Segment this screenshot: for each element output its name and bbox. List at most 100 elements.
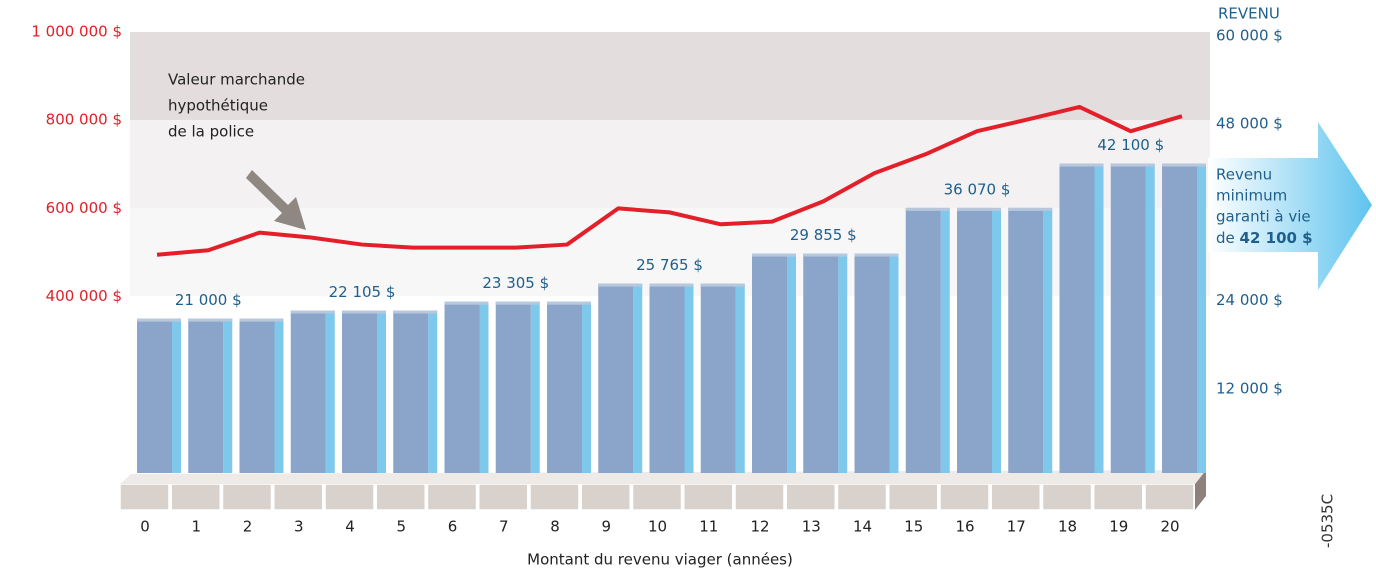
- bar-cap: [1059, 163, 1104, 167]
- x-tick-label: 16: [955, 518, 974, 536]
- bar-cap: [547, 301, 591, 305]
- data-label: 25 765 $: [636, 256, 703, 274]
- x-tick-label: 15: [904, 518, 923, 536]
- platform-block: [888, 483, 939, 511]
- platform-block: [170, 483, 221, 511]
- bar-side: [838, 253, 848, 473]
- callout-text: minimum: [1216, 187, 1287, 205]
- bar-side: [735, 283, 745, 473]
- bar: [1008, 207, 1044, 473]
- bar: [700, 283, 736, 473]
- bar-side: [633, 283, 643, 473]
- data-label: 22 105 $: [329, 283, 396, 301]
- bar: [547, 301, 582, 473]
- annotation: de la police: [168, 123, 254, 141]
- bar-side: [377, 310, 386, 473]
- x-tick-label: 13: [802, 518, 821, 536]
- platform-block: [529, 483, 580, 511]
- data-label: 21 000 $: [175, 291, 242, 309]
- x-tick-label: 11: [699, 518, 718, 536]
- platform-block: [836, 483, 888, 511]
- bar-cap: [188, 318, 233, 322]
- platform-block: [1041, 483, 1093, 511]
- bar: [1110, 163, 1146, 473]
- bar: [854, 253, 890, 473]
- plot: 400 000 $600 000 $800 000 $1 000 000 $12…: [31, 23, 1282, 536]
- y2-tick-label: 60 000 $: [1216, 27, 1283, 45]
- x-tick-label: 19: [1109, 518, 1128, 536]
- platform-block: [785, 483, 836, 511]
- bar-side: [530, 301, 540, 473]
- bar-cap: [700, 283, 745, 287]
- x-tick-label: 2: [243, 518, 253, 536]
- x-tick-label: 10: [648, 518, 667, 536]
- bar-side: [1197, 163, 1206, 473]
- data-label: 29 855 $: [790, 226, 857, 244]
- platform-block: [580, 483, 631, 511]
- x-tick-label: 8: [550, 518, 560, 536]
- figure-code: -0535C: [1319, 494, 1337, 548]
- bar: [342, 310, 377, 473]
- bar-cap: [957, 207, 1001, 211]
- bar: [803, 253, 839, 473]
- bar-cap: [1162, 163, 1206, 167]
- platform-side: [1195, 470, 1206, 510]
- bar-side: [582, 301, 591, 473]
- callout-bold: 42 100 $: [1240, 229, 1313, 247]
- platform-block: [273, 483, 324, 511]
- bar-side: [940, 207, 950, 473]
- bar: [1059, 163, 1095, 473]
- bar: [752, 253, 787, 473]
- x-tick-label: 4: [345, 518, 355, 536]
- platform-block: [375, 483, 426, 511]
- x-tick-label: 6: [448, 518, 458, 536]
- platform-block: [324, 483, 375, 511]
- bar-cap: [393, 310, 438, 314]
- platform-block: [1093, 483, 1144, 511]
- bar: [957, 207, 992, 473]
- bar-cap: [137, 318, 181, 322]
- bar-cap: [1110, 163, 1155, 167]
- bar: [239, 318, 275, 473]
- annotation-arrow: [246, 170, 306, 230]
- bar-side: [1043, 207, 1053, 473]
- x-tick-label: 17: [1007, 518, 1026, 536]
- bar-side: [479, 301, 489, 473]
- bar-cap: [290, 310, 335, 314]
- platform-block: [990, 483, 1041, 511]
- bar-cap: [342, 310, 386, 314]
- y2-axis-title: REVENU: [1218, 5, 1280, 23]
- line: [156, 104, 1183, 257]
- y-tick-label: 800 000 $: [46, 111, 122, 129]
- bar-cap: [803, 253, 848, 257]
- callout-text: garanti à vie: [1216, 208, 1311, 226]
- platform-block: [939, 483, 990, 511]
- bar-cap: [854, 253, 899, 257]
- x-tick-label: 9: [601, 518, 611, 536]
- platform-block: [1144, 483, 1195, 511]
- annotation: Valeur marchande: [168, 71, 305, 89]
- bar: [444, 301, 480, 473]
- platform-block: [734, 483, 785, 511]
- callout-prefix: de: [1216, 229, 1235, 247]
- bar-cap: [495, 301, 540, 305]
- bar: [598, 283, 634, 473]
- y2-tick-label: 12 000 $: [1216, 379, 1283, 397]
- bar: [393, 310, 429, 473]
- bar: [1162, 163, 1197, 473]
- callout-arrow: [1208, 122, 1372, 290]
- bar-side: [274, 318, 284, 473]
- x-tick-label: 12: [750, 518, 769, 536]
- bar-cap: [649, 283, 694, 287]
- data-label: 23 305 $: [482, 274, 549, 292]
- platform-top: [120, 470, 1206, 484]
- bar-side: [325, 310, 335, 473]
- bar-cap: [1008, 207, 1053, 211]
- bar-side: [684, 283, 694, 473]
- bar-cap: [752, 253, 796, 257]
- platform-block: [119, 483, 170, 511]
- bar: [137, 318, 172, 473]
- x-tick-label: 1: [191, 518, 201, 536]
- x-tick-label: 5: [396, 518, 406, 536]
- bar-side: [428, 310, 438, 473]
